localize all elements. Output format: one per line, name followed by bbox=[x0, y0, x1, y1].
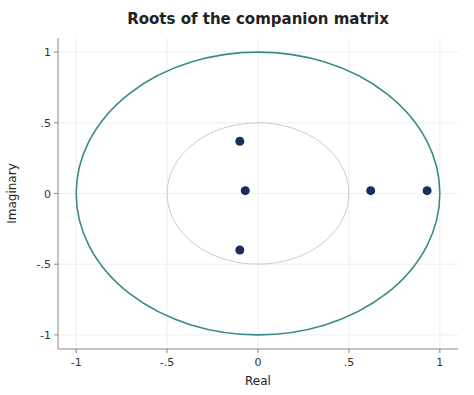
y-tick-label: .5 bbox=[41, 117, 52, 130]
y-axis-label: Imaginary bbox=[5, 163, 19, 224]
title: Roots of the companion matrix bbox=[127, 10, 389, 28]
x-tick bbox=[439, 349, 440, 353]
point bbox=[235, 137, 244, 146]
y-tick-label: 1 bbox=[44, 46, 51, 59]
y-tick bbox=[54, 122, 58, 123]
y-tick-label: 0 bbox=[44, 188, 51, 201]
y-tick bbox=[54, 52, 58, 53]
x-tick-label: -.5 bbox=[160, 356, 174, 369]
y-tick-label: -.5 bbox=[37, 258, 51, 271]
x-tick-label: .5 bbox=[344, 356, 355, 369]
y-tick bbox=[54, 334, 58, 335]
grid-line bbox=[258, 38, 259, 349]
plot-area bbox=[58, 38, 458, 349]
point bbox=[423, 186, 432, 195]
point bbox=[366, 186, 375, 195]
x-tick-label: 0 bbox=[255, 356, 262, 369]
x-axis-label: Real bbox=[245, 374, 271, 388]
point bbox=[241, 186, 250, 195]
x-tick bbox=[348, 349, 349, 353]
y-tick-label: -1 bbox=[40, 329, 51, 342]
x-tick-label: -1 bbox=[71, 356, 82, 369]
x-tick bbox=[167, 349, 168, 353]
grid-ring bbox=[167, 123, 349, 264]
x-tick bbox=[76, 349, 77, 353]
x-tick-label: 1 bbox=[436, 356, 443, 369]
point bbox=[235, 246, 244, 255]
y-tick bbox=[54, 264, 58, 265]
chart: -1 -.5 0 .5 1 -1 -.5 0 .5 1 Real Imaginary Roots of … bbox=[0, 0, 474, 395]
unit-circle bbox=[76, 52, 440, 335]
plot-content bbox=[58, 38, 458, 349]
x-tick bbox=[258, 349, 259, 353]
y-tick bbox=[54, 193, 58, 194]
